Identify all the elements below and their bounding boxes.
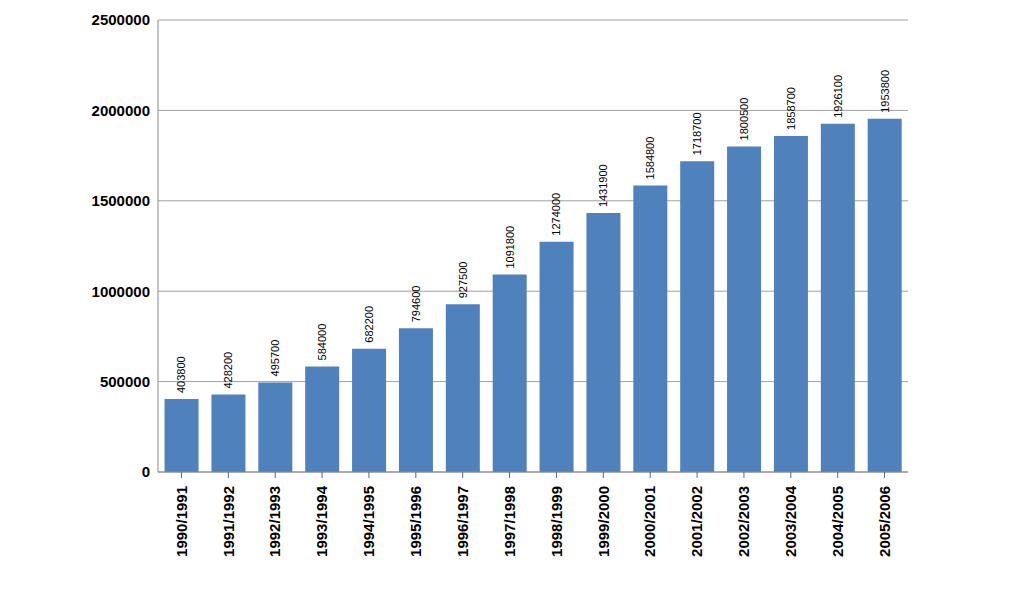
svg-text:0: 0 [142, 463, 150, 480]
svg-text:1584800: 1584800 [644, 137, 656, 180]
svg-text:2000/2001: 2000/2001 [641, 486, 658, 557]
svg-text:1993/1994: 1993/1994 [313, 485, 330, 557]
svg-text:495700: 495700 [269, 340, 281, 377]
svg-text:1997/1998: 1997/1998 [501, 486, 518, 557]
svg-text:1995/1996: 1995/1996 [407, 486, 424, 557]
svg-text:1926100: 1926100 [832, 75, 844, 118]
svg-text:1431900: 1431900 [597, 164, 609, 207]
svg-text:1858700: 1858700 [785, 87, 797, 130]
svg-text:1992/1993: 1992/1993 [266, 486, 283, 557]
svg-text:1500000: 1500000 [92, 192, 150, 209]
svg-text:2500000: 2500000 [92, 11, 150, 28]
svg-text:2001/2002: 2001/2002 [688, 486, 705, 557]
svg-text:403800: 403800 [175, 356, 187, 393]
svg-text:428200: 428200 [222, 352, 234, 389]
svg-text:1991/1992: 1991/1992 [220, 486, 237, 557]
svg-text:2005/2006: 2005/2006 [876, 486, 893, 557]
svg-text:1800500: 1800500 [738, 98, 750, 141]
svg-text:500000: 500000 [100, 373, 150, 390]
svg-text:927500: 927500 [457, 262, 469, 299]
svg-text:2004/2005: 2004/2005 [829, 486, 846, 557]
svg-text:1990/1991: 1990/1991 [173, 486, 190, 557]
svg-text:682200: 682200 [363, 306, 375, 343]
svg-text:584000: 584000 [316, 324, 328, 361]
svg-text:2003/2004: 2003/2004 [782, 485, 799, 557]
svg-text:1718700: 1718700 [691, 112, 703, 155]
svg-text:1994/1995: 1994/1995 [360, 486, 377, 557]
svg-text:1091800: 1091800 [504, 226, 516, 269]
svg-text:1000000: 1000000 [92, 283, 150, 300]
svg-text:2000000: 2000000 [92, 102, 150, 119]
svg-text:1274000: 1274000 [550, 193, 562, 236]
svg-text:2002/2003: 2002/2003 [735, 486, 752, 557]
svg-text:1996/1997: 1996/1997 [454, 486, 471, 557]
svg-text:1999/2000: 1999/2000 [595, 486, 612, 557]
svg-text:794600: 794600 [410, 286, 422, 323]
svg-text:1953800: 1953800 [879, 70, 891, 113]
svg-text:1998/1999: 1998/1999 [548, 486, 565, 557]
